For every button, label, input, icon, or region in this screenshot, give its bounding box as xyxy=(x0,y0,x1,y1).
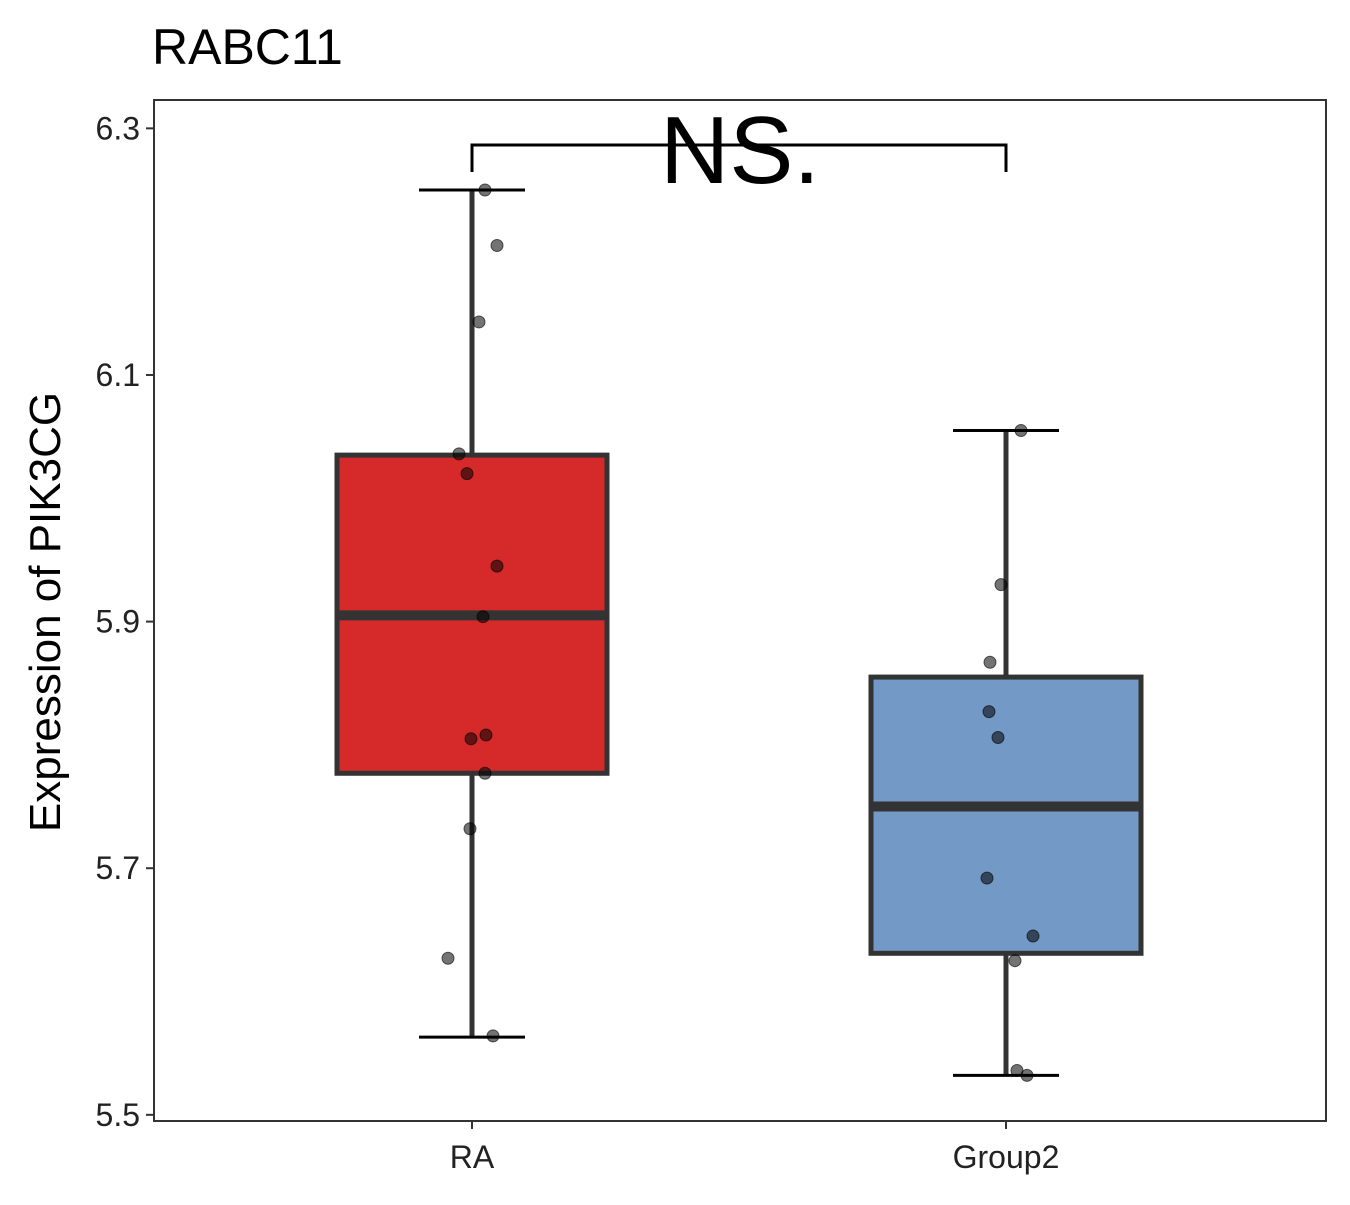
significance-bracket: NS. xyxy=(470,97,1008,204)
data-point xyxy=(982,705,996,719)
data-point xyxy=(983,655,997,669)
data-point xyxy=(441,951,455,965)
data-point xyxy=(460,467,474,481)
data-point xyxy=(476,610,490,624)
data-point xyxy=(1008,954,1022,968)
data-point xyxy=(452,447,466,461)
y-tick-label: 5.9 xyxy=(96,604,140,640)
y-tick-label: 6.1 xyxy=(96,357,140,393)
box-Group2 xyxy=(868,674,1144,956)
data-point xyxy=(472,315,486,329)
y-tick-label: 5.5 xyxy=(96,1097,140,1133)
y-tick-label: 6.3 xyxy=(96,110,140,146)
data-point xyxy=(1020,1068,1034,1082)
chart-title: RABC11 xyxy=(152,19,343,75)
data-point xyxy=(1026,929,1040,943)
significance-label: NS. xyxy=(660,97,820,204)
data-point xyxy=(980,871,994,885)
data-point xyxy=(490,559,504,573)
bracket-line xyxy=(470,143,1008,172)
data-point xyxy=(479,728,493,742)
data-point xyxy=(478,183,492,197)
data-point xyxy=(991,731,1005,745)
data-point xyxy=(1014,423,1028,437)
x-tick-label: Group2 xyxy=(953,1139,1060,1175)
plot-panel xyxy=(153,99,1327,1122)
x-tick-label: RA xyxy=(450,1139,495,1175)
data-point xyxy=(464,732,478,746)
data-point xyxy=(490,239,504,253)
data-point xyxy=(486,1029,500,1043)
y-tick-label: 5.7 xyxy=(96,850,140,886)
data-point xyxy=(463,822,477,836)
y-axis-label: Expression of PIK3CG xyxy=(21,392,70,832)
data-point xyxy=(994,578,1008,592)
data-point xyxy=(478,766,492,780)
